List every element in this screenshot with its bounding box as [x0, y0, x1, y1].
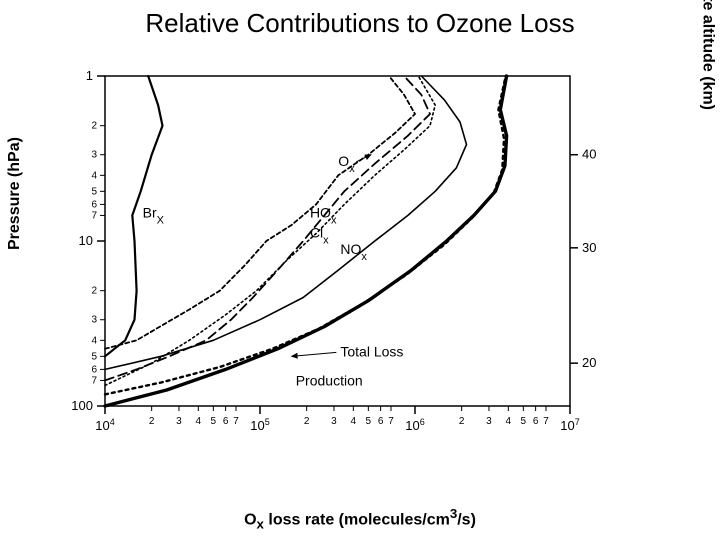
svg-text:40: 40 — [582, 147, 596, 162]
svg-text:10: 10 — [79, 233, 93, 248]
svg-text:2: 2 — [91, 121, 97, 132]
svg-text:7: 7 — [543, 416, 549, 427]
svg-text:3: 3 — [486, 416, 492, 427]
svg-text:2: 2 — [459, 416, 465, 427]
svg-text:4: 4 — [91, 170, 97, 181]
svg-text:20: 20 — [582, 355, 596, 370]
svg-text:Total Loss: Total Loss — [340, 343, 403, 359]
svg-text:2: 2 — [149, 416, 155, 427]
svg-text:Clx: Clx — [310, 224, 329, 246]
chart-area: 1041051061072345672345672345671101002345… — [60, 70, 620, 440]
svg-text:6: 6 — [223, 416, 229, 427]
svg-text:7: 7 — [91, 210, 97, 221]
svg-text:Ox: Ox — [338, 153, 355, 175]
y-axis-right-label: Approximate altitude (km) — [698, 0, 716, 110]
svg-text:105: 105 — [250, 417, 269, 433]
svg-text:4: 4 — [91, 335, 97, 346]
svg-text:107: 107 — [560, 417, 579, 433]
svg-text:5: 5 — [521, 416, 527, 427]
svg-text:30: 30 — [582, 240, 596, 255]
svg-text:4: 4 — [196, 416, 202, 427]
svg-text:7: 7 — [91, 375, 97, 386]
y-axis-left-label: Pressure (hPa) — [6, 137, 24, 250]
svg-text:6: 6 — [533, 416, 539, 427]
svg-text:106: 106 — [405, 417, 424, 433]
svg-text:3: 3 — [331, 416, 337, 427]
svg-text:3: 3 — [91, 150, 97, 161]
x-axis-label: Ox loss rate (molecules/cm3/s) — [0, 506, 720, 532]
svg-text:104: 104 — [95, 417, 114, 433]
svg-text:4: 4 — [351, 416, 357, 427]
svg-text:6: 6 — [91, 199, 97, 210]
svg-text:4: 4 — [506, 416, 512, 427]
svg-text:Production: Production — [296, 372, 363, 388]
svg-text:5: 5 — [91, 351, 97, 362]
svg-text:6: 6 — [91, 364, 97, 375]
svg-text:NOx: NOx — [340, 241, 367, 263]
page-title: Relative Contributions to Ozone Loss — [0, 8, 720, 39]
svg-text:3: 3 — [91, 315, 97, 326]
svg-text:7: 7 — [233, 416, 239, 427]
svg-text:5: 5 — [211, 416, 217, 427]
svg-text:100: 100 — [71, 398, 93, 413]
svg-text:3: 3 — [176, 416, 182, 427]
svg-text:5: 5 — [366, 416, 372, 427]
ozone-loss-chart: 1041051061072345672345672345671101002345… — [60, 70, 620, 440]
svg-text:1: 1 — [86, 70, 93, 83]
svg-text:2: 2 — [304, 416, 310, 427]
svg-text:2: 2 — [91, 286, 97, 297]
svg-text:5: 5 — [91, 186, 97, 197]
svg-text:7: 7 — [388, 416, 394, 427]
svg-text:6: 6 — [378, 416, 384, 427]
svg-text:BrX: BrX — [143, 204, 165, 226]
